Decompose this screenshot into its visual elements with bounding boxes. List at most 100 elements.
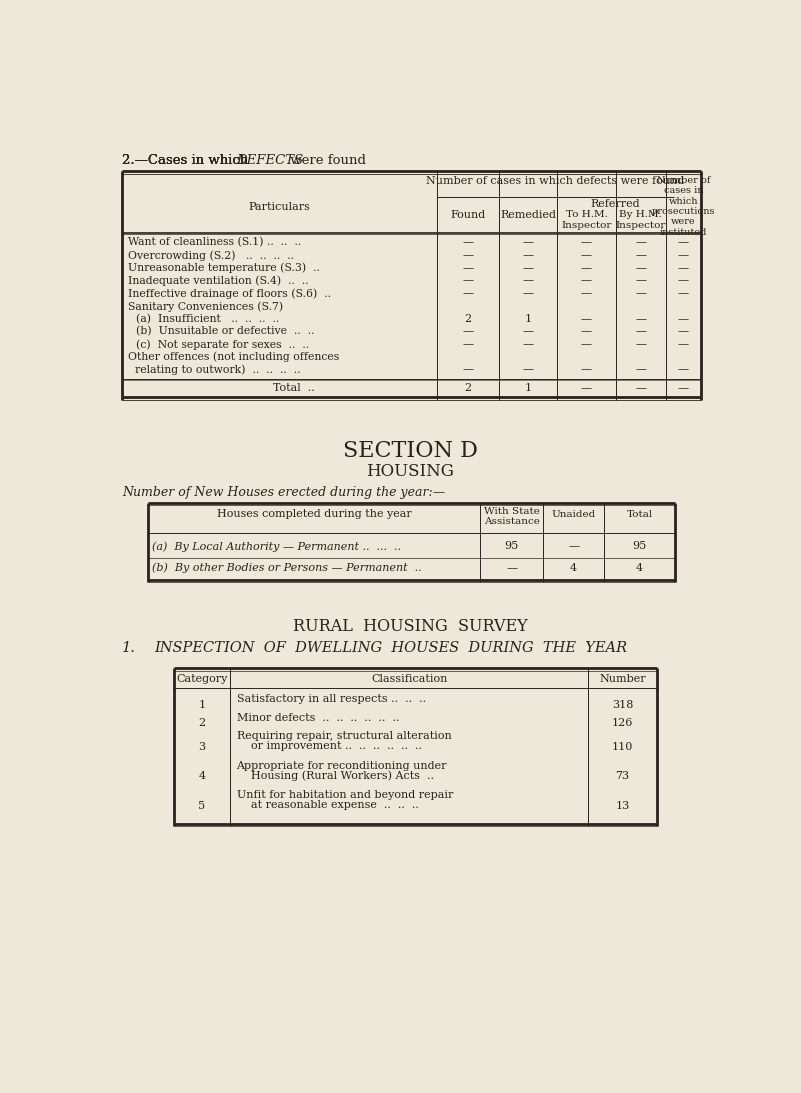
Text: —: — xyxy=(678,364,689,375)
Text: —: — xyxy=(635,384,646,393)
Text: (a)  Insufficient   ..  ..  ..  ..: (a) Insufficient .. .. .. .. xyxy=(136,314,279,324)
Text: Houses completed during the year: Houses completed during the year xyxy=(216,509,412,519)
Text: Sanitary Conveniences (S.7): Sanitary Conveniences (S.7) xyxy=(128,301,283,312)
Text: Number of
cases in
which
prosecutions
were
instituted: Number of cases in which prosecutions we… xyxy=(651,176,715,237)
Text: —: — xyxy=(678,339,689,349)
Text: —: — xyxy=(581,314,592,324)
Text: —: — xyxy=(581,250,592,260)
Text: 4: 4 xyxy=(570,563,578,573)
Text: —: — xyxy=(523,364,534,375)
Text: 95: 95 xyxy=(633,541,646,551)
Text: —: — xyxy=(581,339,592,349)
Text: —: — xyxy=(581,237,592,247)
Text: —: — xyxy=(463,275,474,285)
Text: or improvement ..  ..  ..  ..  ..  ..: or improvement .. .. .. .. .. .. xyxy=(236,741,421,751)
Text: 1.: 1. xyxy=(122,642,135,656)
Text: Satisfactory in all respects ..  ..  ..: Satisfactory in all respects .. .. .. xyxy=(236,694,425,704)
Text: 73: 73 xyxy=(615,772,630,781)
Text: were found: were found xyxy=(286,154,366,167)
Text: (c)  Not separate for sexes  ..  ..: (c) Not separate for sexes .. .. xyxy=(136,339,309,350)
Text: —: — xyxy=(635,289,646,298)
Text: —: — xyxy=(635,262,646,273)
Text: —: — xyxy=(581,262,592,273)
Text: 1: 1 xyxy=(199,700,206,709)
Text: 110: 110 xyxy=(612,742,633,752)
Text: HOUSING: HOUSING xyxy=(366,462,454,480)
Text: (a)  By Local Authority — Permanent ..  ...  ..: (a) By Local Authority — Permanent .. ..… xyxy=(152,541,401,552)
Text: Ineffective drainage of floors (S.6)  ..: Ineffective drainage of floors (S.6) .. xyxy=(128,289,331,298)
Text: 2.—Cases in which: 2.—Cases in which xyxy=(122,154,252,167)
Text: Remedied: Remedied xyxy=(501,211,557,221)
Text: SECTION D: SECTION D xyxy=(343,439,477,461)
Text: —: — xyxy=(678,289,689,298)
Text: —: — xyxy=(523,327,534,337)
Text: Category: Category xyxy=(176,674,227,684)
Text: —: — xyxy=(523,237,534,247)
Text: —: — xyxy=(581,384,592,393)
Text: 95: 95 xyxy=(505,541,519,551)
Text: —: — xyxy=(678,262,689,273)
Text: Requiring repair, structural alteration: Requiring repair, structural alteration xyxy=(236,731,451,741)
Text: 13: 13 xyxy=(615,801,630,811)
Text: —: — xyxy=(581,327,592,337)
Text: Number: Number xyxy=(599,674,646,684)
Text: —: — xyxy=(635,327,646,337)
Text: Appropriate for reconditioning under: Appropriate for reconditioning under xyxy=(236,761,447,771)
Text: (b)  Unsuitable or defective  ..  ..: (b) Unsuitable or defective .. .. xyxy=(136,327,314,337)
Text: —: — xyxy=(678,314,689,324)
Text: Number of cases in which defects were found: Number of cases in which defects were fo… xyxy=(426,176,685,186)
Text: —: — xyxy=(506,563,517,573)
Text: 2: 2 xyxy=(465,314,472,324)
Text: Inadequate ventilation (S.4)  ..  ..: Inadequate ventilation (S.4) .. .. xyxy=(128,275,308,286)
Text: —: — xyxy=(635,237,646,247)
Text: 1: 1 xyxy=(525,384,532,393)
Text: —: — xyxy=(463,262,474,273)
Text: Found: Found xyxy=(451,211,486,221)
Text: Want of cleanliness (S.1) ..  ..  ..: Want of cleanliness (S.1) .. .. .. xyxy=(128,237,301,248)
Text: —: — xyxy=(523,250,534,260)
Text: —: — xyxy=(523,289,534,298)
Text: Total  ..: Total .. xyxy=(272,384,315,393)
Text: —: — xyxy=(463,327,474,337)
Text: Unaided: Unaided xyxy=(552,510,596,519)
Text: 4: 4 xyxy=(199,772,206,781)
Text: —: — xyxy=(523,262,534,273)
Text: —: — xyxy=(635,275,646,285)
Text: —: — xyxy=(463,364,474,375)
Text: Particulars: Particulars xyxy=(248,202,311,212)
Text: Housing (Rural Workers) Acts  ..: Housing (Rural Workers) Acts .. xyxy=(236,771,433,781)
Text: —: — xyxy=(635,339,646,349)
Text: —: — xyxy=(635,314,646,324)
Text: 1: 1 xyxy=(525,314,532,324)
Text: By H.M.
Inspector: By H.M. Inspector xyxy=(615,211,666,230)
Text: —: — xyxy=(463,289,474,298)
Text: —: — xyxy=(581,275,592,285)
Text: To H.M.
Inspector: To H.M. Inspector xyxy=(562,211,612,230)
Text: With State
Assistance: With State Assistance xyxy=(484,506,540,526)
Text: 2.—Cases in which: 2.—Cases in which xyxy=(122,154,252,167)
Text: —: — xyxy=(581,364,592,375)
Text: —: — xyxy=(581,289,592,298)
Text: —: — xyxy=(678,327,689,337)
Text: 318: 318 xyxy=(612,700,633,709)
Text: Minor defects  ..  ..  ..  ..  ..  ..: Minor defects .. .. .. .. .. .. xyxy=(236,713,399,722)
Text: —: — xyxy=(463,237,474,247)
Text: Unfit for habitation and beyond repair: Unfit for habitation and beyond repair xyxy=(236,790,453,800)
Text: —: — xyxy=(678,237,689,247)
Text: —: — xyxy=(678,250,689,260)
Text: 3: 3 xyxy=(199,742,206,752)
Text: —: — xyxy=(463,339,474,349)
Text: 2: 2 xyxy=(465,384,472,393)
Text: at reasonable expense  ..  ..  ..: at reasonable expense .. .. .. xyxy=(236,800,418,810)
Text: Other offences (not including offences: Other offences (not including offences xyxy=(128,352,340,362)
Text: 2.—Cases in which: 2.—Cases in which xyxy=(122,154,252,167)
Text: —: — xyxy=(523,339,534,349)
Text: —: — xyxy=(463,250,474,260)
Text: (b)  By other Bodies or Persons — Permanent  ..: (b) By other Bodies or Persons — Permane… xyxy=(152,563,421,574)
Text: 4: 4 xyxy=(636,563,643,573)
Text: Number of New Houses erected during the year:—: Number of New Houses erected during the … xyxy=(122,485,445,498)
Text: relating to outwork)  ..  ..  ..  ..: relating to outwork) .. .. .. .. xyxy=(128,364,300,375)
Text: Referred: Referred xyxy=(590,199,640,209)
Text: Overcrowding (S.2)   ..  ..  ..  ..: Overcrowding (S.2) .. .. .. .. xyxy=(128,250,294,261)
Text: 2: 2 xyxy=(199,718,206,728)
